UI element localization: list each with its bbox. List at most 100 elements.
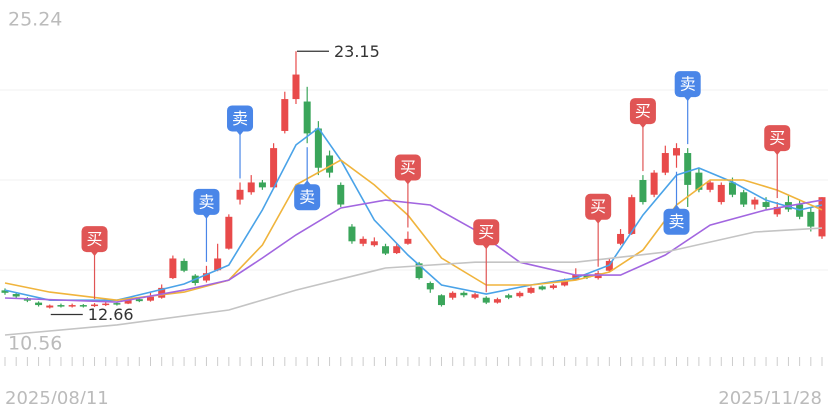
candle-body — [247, 182, 255, 193]
candle-body — [527, 287, 535, 293]
candle-body — [762, 202, 770, 207]
candle-body — [695, 172, 703, 190]
signal-label: 卖 — [232, 109, 248, 128]
signal-bubble — [394, 154, 421, 181]
candle-body — [314, 128, 322, 168]
candle-body — [180, 260, 188, 271]
y-tick-label: 10.56 — [8, 333, 62, 355]
signal-label: 买 — [635, 102, 651, 121]
signal-marker: 卖 — [294, 147, 321, 211]
candle-body — [146, 296, 154, 301]
candle-body — [673, 148, 681, 156]
signal-label: 卖 — [668, 212, 684, 231]
ma-line — [4, 227, 823, 336]
candle-body — [135, 299, 143, 302]
candle-body — [561, 280, 569, 286]
signal-pointer — [672, 204, 681, 210]
signal-bubble — [294, 184, 321, 211]
signal-pointer — [773, 150, 782, 156]
signal-marker: 卖 — [227, 105, 254, 179]
candle-body — [404, 238, 412, 244]
signal-pointer — [303, 180, 312, 186]
candle-body — [113, 303, 121, 305]
candle-body — [124, 299, 132, 304]
annotation-label: 23.15 — [334, 42, 380, 61]
signal-pointer — [638, 123, 647, 129]
signal-pointer — [236, 130, 245, 136]
candle-body — [639, 180, 647, 203]
candle-body — [46, 305, 54, 308]
candle-body — [348, 226, 356, 242]
signal-pointer — [594, 218, 603, 224]
candle-body — [79, 305, 87, 307]
signal-label: 卖 — [198, 192, 214, 211]
signal-pointer — [403, 179, 412, 185]
candle-body — [359, 238, 367, 244]
candle-body — [236, 189, 244, 200]
candle-body — [303, 101, 311, 134]
candle-body — [270, 148, 278, 188]
signal-bubble — [663, 208, 690, 235]
signal-pointer — [683, 96, 692, 102]
candle-body — [460, 292, 468, 296]
signal-bubble — [81, 226, 108, 253]
candle-body — [415, 263, 423, 279]
signal-pointer — [90, 251, 99, 257]
signal-bubble — [585, 193, 612, 220]
candle-body — [158, 287, 166, 298]
candle-body — [281, 99, 289, 131]
signal-label: 卖 — [299, 188, 315, 207]
candle-body — [807, 211, 815, 227]
candle-body — [684, 153, 692, 185]
candle-body — [426, 282, 434, 290]
candle-body — [258, 182, 266, 188]
candle-body — [102, 303, 110, 306]
candle-body — [773, 206, 781, 215]
signal-label: 买 — [400, 158, 416, 177]
candle-body — [437, 295, 445, 306]
ma-line — [4, 199, 823, 303]
candle-body — [505, 295, 513, 298]
candle-body — [292, 74, 300, 100]
signal-marker: 买 — [394, 154, 421, 228]
signal-marker: 卖 — [674, 71, 701, 145]
signal-label: 买 — [478, 223, 494, 242]
annotation-label: 12.66 — [88, 305, 134, 324]
signal-marker: 买 — [764, 125, 791, 199]
x-tick-label: 2025/08/11 — [5, 388, 109, 404]
candle-body — [482, 297, 490, 303]
signal-label: 买 — [590, 197, 606, 216]
signal-marker: 卖 — [193, 188, 220, 262]
candle-body — [57, 305, 65, 307]
candle-body — [617, 233, 625, 244]
candle-body — [471, 294, 479, 298]
signal-bubble — [674, 71, 701, 98]
signal-bubble — [629, 98, 656, 125]
candle-body — [202, 273, 210, 281]
ma-line — [4, 159, 823, 302]
candle-body — [493, 299, 501, 303]
candle-body — [583, 274, 591, 278]
candle-body — [68, 305, 76, 307]
candle-body — [728, 182, 736, 195]
candle-body — [169, 258, 177, 279]
candle-body — [35, 302, 43, 306]
candle-body — [628, 197, 636, 234]
signal-label: 买 — [769, 129, 785, 148]
signal-pointer — [482, 244, 491, 250]
candle-body — [337, 184, 345, 205]
ma-line — [4, 126, 823, 301]
candle-body — [214, 258, 222, 271]
candle-body — [717, 184, 725, 203]
candle-body — [740, 192, 748, 205]
signal-marker: 卖 — [663, 171, 690, 235]
candle-body — [382, 246, 390, 254]
candle-body — [538, 286, 546, 290]
candle-body — [326, 155, 334, 173]
signal-label: 卖 — [680, 75, 696, 94]
x-tick-label: 2025/11/28 — [718, 388, 822, 404]
candle-body — [661, 153, 669, 173]
signal-marker: 买 — [81, 226, 108, 300]
candle-body — [449, 292, 457, 298]
